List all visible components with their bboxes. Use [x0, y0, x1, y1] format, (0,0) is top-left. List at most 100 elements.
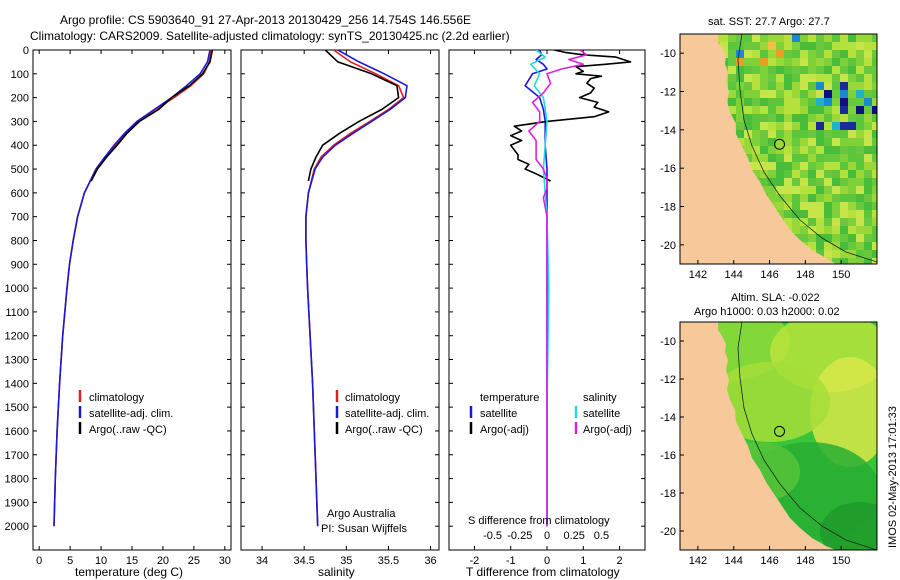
sst-cell — [768, 130, 776, 138]
sst-cell — [792, 178, 800, 186]
series-line-1 — [509, 50, 632, 182]
sst-cell — [800, 90, 808, 98]
sst-cell — [840, 234, 848, 242]
sst-cell — [872, 58, 877, 66]
sst-cell — [856, 138, 864, 146]
sst-cell — [824, 146, 832, 154]
sst-cell — [840, 90, 848, 98]
s-difference-axis-ticks: -0.5 -0.25 0 0.25 0.5 — [483, 530, 609, 542]
sst-cell — [808, 202, 816, 210]
sst-cell — [864, 114, 872, 122]
sst-cell — [816, 234, 824, 242]
sst-cell — [824, 226, 832, 234]
sst-cell — [768, 178, 776, 186]
sst-cell — [776, 114, 784, 122]
sst-cell — [776, 82, 784, 90]
sst-cell — [864, 210, 872, 218]
sst-cell — [864, 66, 872, 74]
sst-cell — [832, 194, 840, 202]
sst-cell — [824, 154, 832, 162]
sst-cell — [792, 218, 800, 226]
sst-cell — [800, 178, 808, 186]
sst-cell — [760, 34, 768, 42]
sst-cell — [760, 50, 768, 58]
sst-cell — [808, 194, 816, 202]
temperature-axis-ticks: 0 5 10 15 20 25 30 — [36, 50, 231, 567]
sst-cell — [768, 42, 776, 50]
sst-cell — [856, 34, 864, 42]
sst-cell — [752, 42, 760, 50]
sst-cell — [832, 154, 840, 162]
sst-cell — [752, 114, 760, 122]
sst-cell — [864, 226, 872, 234]
sst-cell — [864, 58, 872, 66]
sst-cell — [752, 154, 760, 162]
sst-cell — [776, 42, 784, 50]
sst-cell — [720, 42, 728, 50]
sst-cell — [792, 50, 800, 58]
series-line-3 — [528, 50, 588, 527]
sst-cell — [776, 98, 784, 106]
sst-cell — [840, 226, 848, 234]
sst-cell — [848, 202, 856, 210]
sst-cell — [760, 90, 768, 98]
difference-legend: temperature satellite Argo(-adj) salinit… — [469, 392, 632, 436]
sst-cell — [840, 162, 848, 170]
sst-cell — [824, 82, 832, 90]
sst-cell — [816, 194, 824, 202]
sst-cell — [832, 210, 840, 218]
legend-title-salinity: salinity — [583, 392, 617, 404]
sst-cell — [784, 122, 792, 130]
sst-cell — [736, 50, 744, 58]
sst-cell — [840, 218, 848, 226]
sst-cell — [728, 82, 736, 90]
sst-cell — [808, 66, 816, 74]
sst-land — [680, 34, 836, 264]
sst-cell — [752, 162, 760, 170]
sst-cell — [760, 122, 768, 130]
x-tick-label: 0 — [544, 555, 550, 567]
sst-cell — [872, 98, 877, 106]
sst-cell — [856, 122, 864, 130]
sst-cell — [840, 210, 848, 218]
sst-cell — [776, 194, 784, 202]
sst-cell — [776, 90, 784, 98]
sla-land-mass — [680, 322, 836, 550]
sst-cell — [840, 170, 848, 178]
sst-cell — [760, 42, 768, 50]
sst-cell — [824, 250, 832, 258]
sst-cell — [808, 242, 816, 250]
sst-cell — [832, 162, 840, 170]
series-line-1 — [53, 50, 211, 527]
sst-cell — [744, 50, 752, 58]
sst-cell — [752, 98, 760, 106]
sst-cell — [776, 50, 784, 58]
sst-cell — [744, 58, 752, 66]
sst-cell — [816, 114, 824, 122]
sst-cell — [848, 58, 856, 66]
sst-cell — [768, 34, 776, 42]
difference-lines — [509, 50, 632, 527]
sst-cell — [784, 82, 792, 90]
sst-cell — [768, 90, 776, 98]
sst-cell — [872, 154, 877, 162]
sst-cell — [816, 210, 824, 218]
sst-cell — [800, 122, 808, 130]
sst-cell — [832, 90, 840, 98]
sst-cell — [856, 186, 864, 194]
sla-argo-position-marker — [774, 425, 786, 437]
sst-cell — [816, 218, 824, 226]
sst-cell — [808, 234, 816, 242]
y-tick-label: 500 — [11, 164, 29, 176]
sst-cell — [816, 162, 824, 170]
sst-cell — [744, 82, 752, 90]
sst-cell — [736, 74, 744, 82]
legend-label-satellite: satellite-adj. clim. — [345, 408, 429, 420]
sst-cell — [816, 226, 824, 234]
series-line-2 — [90, 50, 214, 182]
sst-cell — [792, 226, 800, 234]
sst-cell — [776, 34, 784, 42]
sst-cell — [776, 74, 784, 82]
sst-cell — [832, 226, 840, 234]
sst-cell — [792, 194, 800, 202]
